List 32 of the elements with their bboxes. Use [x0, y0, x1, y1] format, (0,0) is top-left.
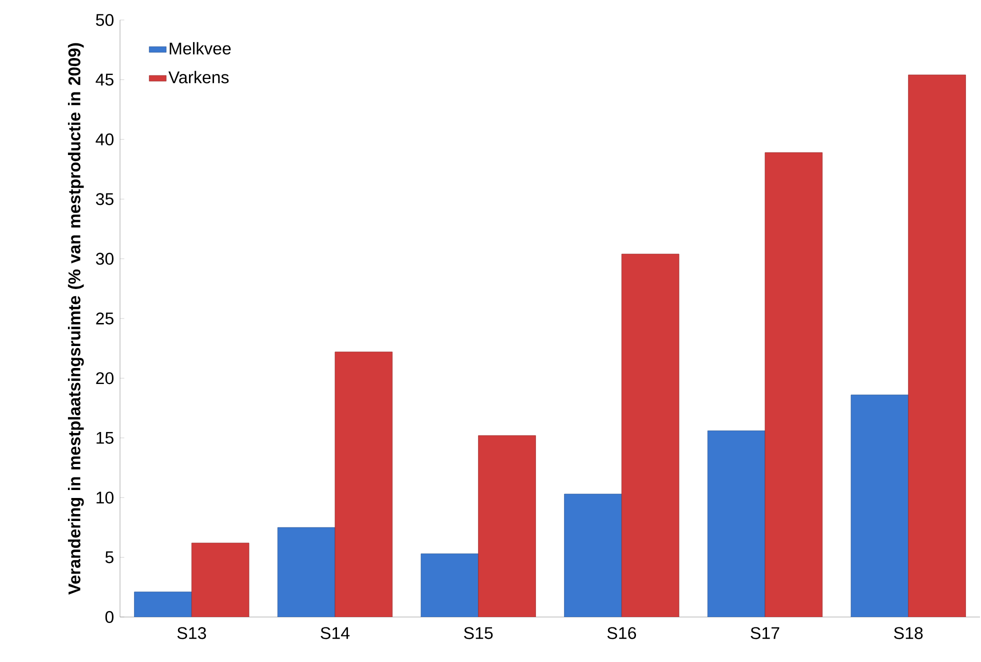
- y-tick-label: 5: [105, 551, 114, 564]
- legend-label: Melkvee: [170, 42, 231, 55]
- x-tick-label: S13: [177, 627, 206, 640]
- y-tick-label: 50: [96, 14, 114, 26]
- bar: [478, 435, 536, 617]
- legend-label: Varkens: [168, 70, 229, 84]
- x-tick-label: S16: [607, 627, 636, 640]
- bar: [334, 352, 393, 617]
- bar: [621, 254, 680, 617]
- y-axis-title: Verandering in mestplaatsingsruimte (% van mestproductie in 2009): [68, 43, 84, 595]
- x-tick-label: S17: [750, 627, 780, 640]
- y-tick-label: 20: [96, 372, 114, 384]
- bar: [564, 494, 622, 617]
- x-tick-label: S18: [894, 627, 923, 640]
- y-tick-label: 15: [96, 432, 114, 444]
- bar: [850, 394, 909, 617]
- y-tick-label: 40: [96, 133, 114, 146]
- y-tick-label: 25: [96, 312, 114, 324]
- y-tick-label: 35: [96, 193, 114, 206]
- x-tick-label: S15: [464, 627, 493, 640]
- y-tick-label: 45: [96, 74, 114, 86]
- bar: [134, 592, 192, 617]
- bar: [707, 430, 766, 617]
- bar: [277, 527, 336, 617]
- bar: [908, 74, 966, 617]
- y-tick-label: 10: [96, 492, 114, 504]
- x-tick-label: S14: [320, 627, 350, 640]
- y-tick-label: 30: [96, 252, 114, 265]
- y-tick-label: 0: [105, 611, 114, 623]
- bar: [420, 554, 479, 617]
- bar: [764, 152, 823, 617]
- bar: [191, 542, 250, 617]
